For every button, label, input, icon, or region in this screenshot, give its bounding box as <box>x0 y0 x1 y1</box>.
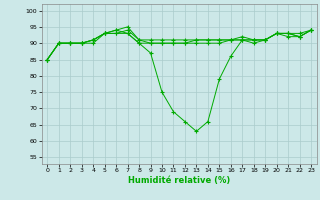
X-axis label: Humidité relative (%): Humidité relative (%) <box>128 176 230 185</box>
